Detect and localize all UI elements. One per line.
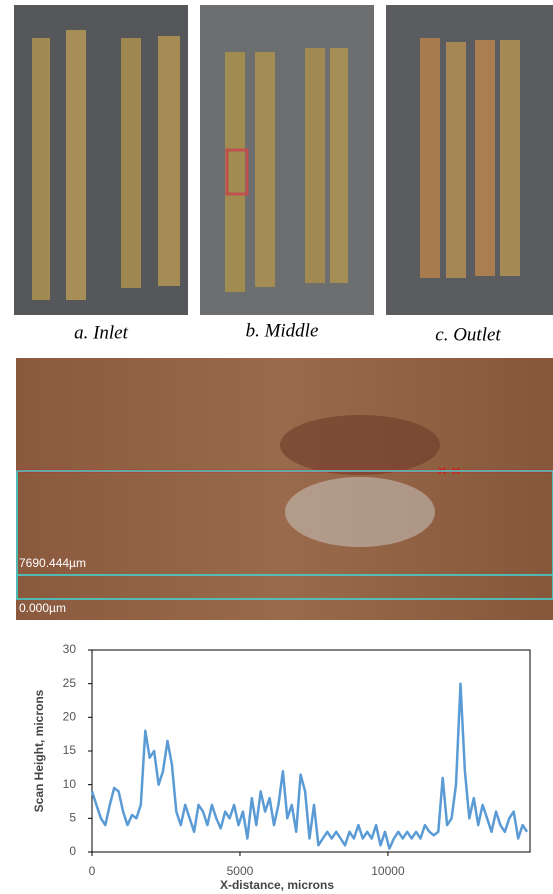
y-tick-label: 20 <box>63 710 77 724</box>
caption: c. Outlet <box>435 324 501 345</box>
caption: b. Middle <box>246 320 319 341</box>
photo-outlet <box>386 5 553 315</box>
y-tick-label: 0 <box>69 844 76 858</box>
y-tick-label: 25 <box>63 676 77 690</box>
x-tick-label: 10000 <box>371 864 405 878</box>
x-tick-label: 0 <box>89 864 96 878</box>
y-tick-label: 15 <box>63 743 77 757</box>
caption: a. Inlet <box>74 322 129 343</box>
figure-canvas: a. Inlet b. Middle c. Outlet × × 7690.44… <box>0 0 553 894</box>
micrograph-label: 7690.444µm <box>19 556 86 570</box>
y-axis-label: Scan Height, microns <box>32 689 46 812</box>
micrograph-label: 0.000µm <box>19 601 66 615</box>
photo-middle <box>200 5 374 315</box>
y-tick-label: 5 <box>69 811 76 825</box>
x-tick-label: 5000 <box>227 864 254 878</box>
figure: a. Inlet b. Middle c. Outlet × × 7690.44… <box>0 0 553 894</box>
micrograph: × × 7690.444µm 0.000µm <box>16 358 553 620</box>
y-tick-label: 10 <box>63 777 77 791</box>
data-line <box>92 684 527 849</box>
photo-inlet <box>14 5 188 315</box>
y-tick-label: 30 <box>63 642 77 656</box>
x-axis-label: X-distance, microns <box>220 878 334 892</box>
